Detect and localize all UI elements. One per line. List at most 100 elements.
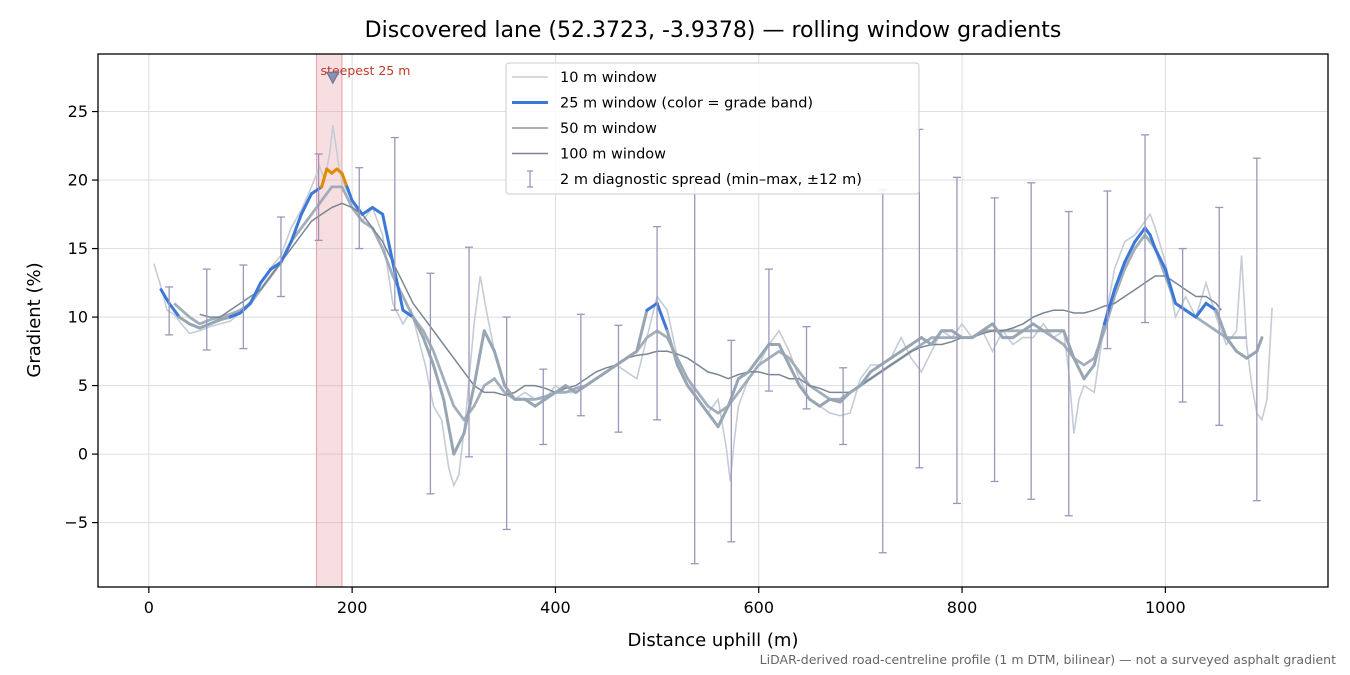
legend-label: 100 m window (560, 147, 666, 163)
chart-title: Discovered lane (52.3723, -3.9378) — rol… (364, 18, 1062, 43)
series-25m-segment (421, 336, 435, 367)
series-25m-segment (594, 370, 608, 381)
series-25m-segment (218, 315, 232, 322)
series-25m-segment (320, 167, 329, 189)
series-25m-segment (442, 397, 456, 456)
series-25m-segment (1214, 308, 1228, 340)
series-25m-segment (675, 363, 690, 388)
series-25m-segment (1153, 247, 1167, 271)
x-tick-label: 0 (144, 598, 154, 617)
series-25m-segment (345, 185, 354, 203)
y-tick-label: 15 (68, 239, 88, 258)
series-25m-segment (401, 308, 415, 319)
series-25m-segment (736, 370, 751, 381)
series-25m-segment (187, 322, 202, 330)
x-tick-label: 800 (947, 598, 978, 617)
series-25m-segment (716, 404, 730, 429)
series-25m-segment (269, 260, 283, 271)
series-25m-segment (726, 377, 740, 408)
series-25m-segment (340, 171, 349, 189)
x-axis-label: Distance uphill (m) (628, 630, 799, 651)
series-25m-segment (808, 397, 822, 408)
series-25m-segment (1082, 363, 1096, 381)
series-25m-segment (1245, 349, 1259, 360)
y-tick-label: 20 (68, 171, 88, 190)
series-25m-segment (159, 288, 171, 305)
series-25m-segment (228, 311, 242, 319)
series-25m-segment (248, 281, 263, 305)
series-25m-segment (1194, 301, 1208, 319)
series-25m-segment (686, 384, 700, 401)
series-25m-segment (696, 397, 710, 415)
series-25m-segment (1174, 301, 1188, 312)
series-25m-segment (797, 384, 812, 401)
series-25m-segment (431, 363, 446, 401)
annotation-group: steepest 25 m (321, 63, 411, 85)
series-25m-segment (309, 185, 324, 196)
series-25m-segment (370, 205, 385, 216)
series-25m-segment (889, 349, 903, 360)
series-25m-segment (238, 301, 252, 315)
series-25m-segment (828, 397, 842, 404)
series-25m-segment (1184, 308, 1198, 319)
series-25m-segment (1113, 260, 1127, 292)
series-25m-segment (838, 390, 852, 404)
series-25m-segment (1011, 329, 1025, 340)
steepest-marker (325, 71, 340, 85)
series-25m-segment (869, 363, 883, 374)
steepest-band (316, 53, 343, 588)
series-25m-segment (543, 390, 557, 401)
series-25m-segment (452, 432, 466, 456)
y-tick-label: 25 (68, 102, 88, 121)
series-25m-segment (645, 301, 659, 312)
series-25m-segment (299, 192, 313, 216)
chart-caption: LiDAR-derived road-centreline profile (1… (759, 652, 1336, 667)
y-axis-label: Gradient (%) (24, 262, 45, 377)
x-tick-label: 400 (540, 598, 571, 617)
series-25m-segment (259, 267, 273, 285)
y-tick-label: 5 (78, 376, 88, 395)
series-25m-segment (919, 336, 934, 346)
series-25m-segment (1102, 288, 1117, 326)
series-25m-segment (1204, 301, 1218, 312)
legend-label: 25 m window (color = grade band) (560, 96, 813, 112)
steepest-highlight (316, 53, 343, 588)
legend-box (505, 62, 920, 195)
x-tick-label: 1000 (1145, 598, 1186, 617)
series-25m-segment (1163, 267, 1178, 305)
steepest-annotation: steepest 25 m (321, 63, 411, 78)
series-25m-segment (757, 342, 771, 360)
y-tick-label: 0 (78, 445, 88, 464)
x-tick-label: 200 (337, 598, 368, 617)
series-25m-segment (553, 384, 568, 394)
series-25m-segment (635, 308, 649, 353)
series-25m-segment (930, 329, 944, 346)
series-25m-segment (350, 199, 364, 216)
series-25m-segment (198, 322, 212, 330)
legend-label: 10 m window (560, 70, 657, 86)
series-25m-segment (665, 329, 679, 367)
series-25m-segment (1148, 233, 1157, 251)
series-25m-segment (472, 329, 486, 388)
series-25m-segment (1224, 336, 1239, 353)
series-25m-segment (360, 205, 374, 216)
legend: 10 m window 25 m window (color = grade ba… (505, 62, 920, 195)
series-25m-segment (208, 318, 222, 326)
legend-label: 2 m diagnostic spread (min–max, ±12 m) (560, 172, 862, 188)
series-25m-segment (706, 411, 720, 429)
series-25m-segment (604, 363, 618, 374)
series-25m-segment (1092, 322, 1106, 367)
x-tick-label: 600 (743, 598, 774, 617)
series-group (153, 125, 1273, 488)
series-25m-segment (777, 342, 791, 367)
series-25m-segment (625, 349, 639, 360)
series-25m-segment (584, 377, 598, 388)
series-25m-segment (747, 356, 761, 374)
series-25m-segment (177, 315, 191, 326)
series-25m-segment (1031, 322, 1045, 333)
series-25m-segment (482, 329, 496, 353)
series-25m-segment (899, 342, 913, 353)
series-25m-segment (1072, 356, 1086, 381)
series-25m-segment (1123, 240, 1137, 264)
